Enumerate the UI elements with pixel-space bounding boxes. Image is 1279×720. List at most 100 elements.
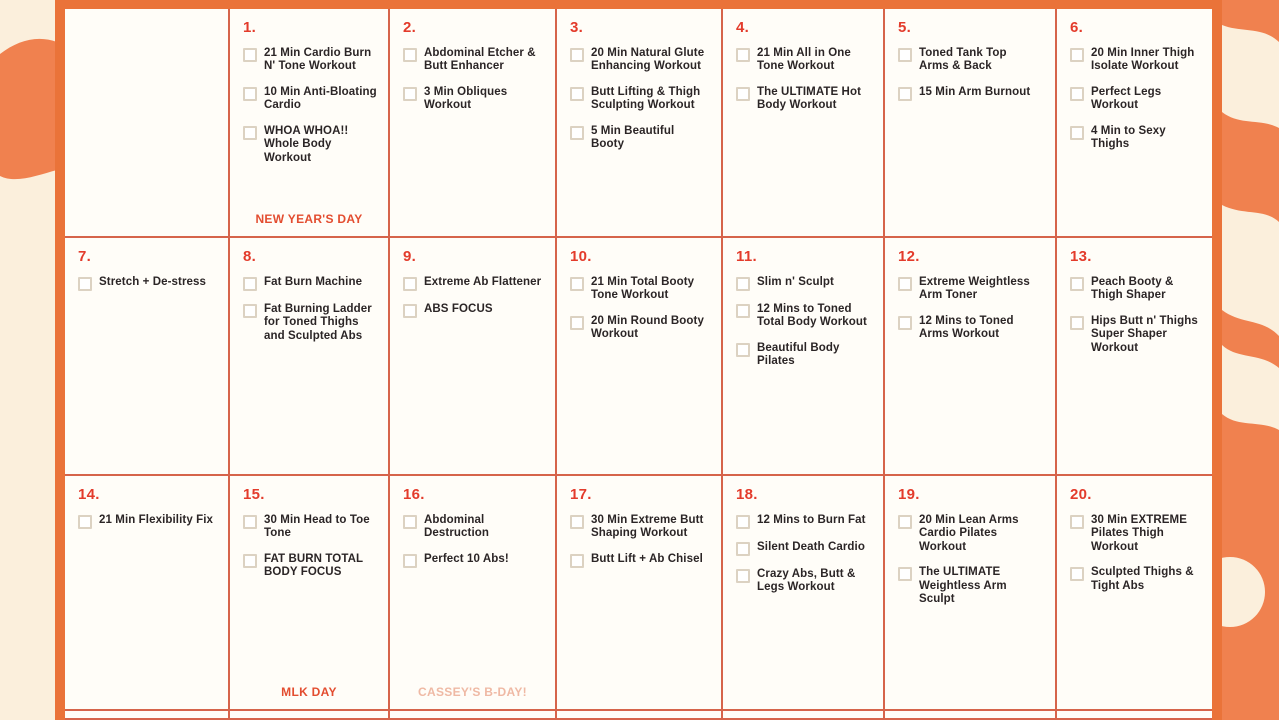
workout-checkbox-icon[interactable] (898, 277, 912, 291)
workout-checkbox-icon[interactable] (1070, 567, 1084, 582)
checklist-item: The ULTIMATE Hot Body Workout (736, 86, 875, 113)
workout-checkbox-icon[interactable] (898, 315, 912, 330)
workout-checkbox-icon[interactable] (736, 515, 750, 529)
workout-checkbox-icon[interactable] (243, 86, 257, 101)
workout-checkbox-icon[interactable] (1070, 315, 1084, 330)
workout-checkbox-icon[interactable] (403, 48, 417, 62)
checklist-item: WHOA WHOA!! Whole Body Workout (243, 125, 380, 165)
workout-checkbox-icon[interactable] (243, 125, 257, 140)
workout-checkbox-icon[interactable] (243, 48, 257, 62)
workout-checkbox-icon[interactable] (898, 567, 912, 582)
checklist-item: 20 Min Inner Thigh Isolate Workout (1070, 47, 1204, 74)
workout-checkbox-icon[interactable] (403, 304, 417, 318)
workout-checkbox-icon[interactable] (403, 515, 417, 529)
day-number: 7. (78, 248, 92, 265)
day-cell-10: 10. 21 Min Total Booty Tone Workout 20 Min… (557, 238, 723, 476)
workout-checkbox-icon[interactable] (570, 315, 584, 330)
workout-checkbox-icon[interactable] (736, 86, 750, 101)
workout-checkbox-icon[interactable] (570, 48, 584, 62)
workout-checkbox-icon[interactable] (736, 48, 750, 62)
workout-checkbox-icon[interactable] (570, 125, 584, 140)
day-cell-9: 9. Extreme Ab Flattener ABS FOCUS (390, 238, 557, 476)
checklist-item: 5 Min Beautiful Booty (570, 125, 713, 152)
workout-label: FAT BURN TOTAL BODY FOCUS (264, 552, 363, 579)
day-cell-2: 2. Abdominal Etcher & Butt Enhancer 3 Min … (390, 9, 557, 238)
workout-label: Abdominal Destruction (424, 514, 489, 540)
workout-checkbox-icon[interactable] (1070, 48, 1084, 62)
workout-checkbox-icon[interactable] (570, 86, 584, 101)
workout-label: WHOA WHOA!! Whole Body Workout (264, 124, 349, 164)
day-number: 19. (898, 486, 920, 503)
workout-checkbox-icon[interactable] (898, 86, 912, 101)
workout-checkbox-icon[interactable] (736, 277, 750, 291)
day-number: 11. (736, 248, 757, 265)
workout-checkbox-icon[interactable] (243, 553, 257, 568)
workout-checkbox-icon[interactable] (1070, 86, 1084, 101)
workout-label: 30 Min Head to Toe Tone (264, 514, 370, 540)
checklist-item: Peach Booty & Thigh Shaper (1070, 276, 1204, 303)
workout-checkbox-icon[interactable] (898, 48, 912, 62)
day-cell-19: 19. 20 Min Lean Arms Cardio Pilates Worko… (885, 476, 1057, 711)
checklist-item: 21 Min Total Booty Tone Workout (570, 276, 713, 303)
day-cell-8: 8. Fat Burn Machine Fat Burning Ladder for… (230, 238, 390, 476)
day-number: 4. (736, 19, 750, 36)
workout-label: 20 Min Round Booty Workout (591, 314, 704, 341)
workout-label: The ULTIMATE Hot Body Workout (757, 85, 862, 112)
workout-label: 12 Mins to Toned Arms Workout (919, 314, 1014, 341)
empty-cell (65, 711, 230, 720)
day-number: 10. (570, 248, 592, 265)
checklist-item: 30 Min EXTREME Pilates Thigh Workout (1070, 514, 1204, 554)
day-number: 14. (78, 486, 100, 503)
checklist-item: Crazy Abs, Butt & Legs Workout (736, 568, 875, 595)
workout-checkbox-icon[interactable] (243, 515, 257, 529)
checklist-item: 3 Min Obliques Workout (403, 86, 547, 113)
day-number: 15. (243, 486, 265, 503)
checklist-item: The ULTIMATE Weightless Arm Sculpt (898, 566, 1047, 606)
workout-label: 21 Min Cardio Burn N' Tone Workout (264, 47, 372, 73)
workout-label: 30 Min EXTREME Pilates Thigh Workout (1091, 514, 1187, 553)
workout-checkbox-icon[interactable] (570, 515, 584, 529)
empty-cell (230, 711, 390, 720)
workout-checkbox-icon[interactable] (736, 542, 750, 556)
workout-checkbox-icon[interactable] (736, 569, 750, 583)
checklist-item: Abdominal Etcher & Butt Enhancer (403, 47, 547, 74)
workout-checkbox-icon[interactable] (736, 304, 750, 318)
checklist-item: 20 Min Lean Arms Cardio Pilates Workout (898, 514, 1047, 554)
day-number: 17. (570, 486, 592, 503)
workout-label: Fat Burn Machine (264, 276, 363, 288)
checklist-item: Extreme Ab Flattener (403, 276, 547, 291)
workout-checkbox-icon[interactable] (243, 277, 257, 291)
checklist-item: Fat Burn Machine (243, 276, 380, 291)
workout-checkbox-icon[interactable] (243, 304, 257, 318)
workout-label: Butt Lifting & Thigh Sculpting Workout (591, 85, 701, 112)
workout-checkbox-icon[interactable] (570, 277, 584, 291)
checklist-item: FAT BURN TOTAL BODY FOCUS (243, 553, 380, 580)
workout-checkbox-icon[interactable] (1070, 277, 1084, 291)
empty-cell (390, 711, 557, 720)
empty-cell (65, 9, 230, 238)
workout-checkbox-icon[interactable] (570, 553, 584, 568)
workout-label: Abdominal Etcher & Butt Enhancer (424, 47, 536, 73)
workout-checkbox-icon[interactable] (403, 86, 417, 101)
workout-checkbox-icon[interactable] (1070, 125, 1084, 140)
workout-label: Extreme Ab Flattener (424, 276, 542, 288)
workout-checkbox-icon[interactable] (78, 515, 92, 529)
checklist-item: Stretch + De-stress (78, 276, 220, 291)
workout-label: 20 Min Inner Thigh Isolate Workout (1091, 47, 1195, 73)
day-number: 2. (403, 19, 417, 36)
day-cell-17: 17. 30 Min Extreme Butt Shaping Workout Bu… (557, 476, 723, 711)
workout-checkbox-icon[interactable] (898, 515, 912, 529)
checklist-item: 12 Mins to Toned Arms Workout (898, 315, 1047, 342)
day-cell-1: 1. 21 Min Cardio Burn N' Tone Workout 10 M… (230, 9, 390, 238)
workout-label: 30 Min Extreme Butt Shaping Workout (591, 514, 704, 540)
workout-checkbox-icon[interactable] (78, 277, 92, 291)
workout-checkbox-icon[interactable] (403, 553, 417, 568)
workout-checkbox-icon[interactable] (1070, 515, 1084, 529)
workout-label: Silent Death Cardio (757, 541, 865, 553)
checklist-item: 10 Min Anti-Bloating Cardio (243, 86, 380, 113)
day-cell-14: 14. 21 Min Flexibility Fix (65, 476, 230, 711)
workout-checkbox-icon[interactable] (736, 342, 750, 357)
workout-checkbox-icon[interactable] (403, 277, 417, 291)
checklist-item: Butt Lifting & Thigh Sculpting Workout (570, 86, 713, 113)
day-number: 8. (243, 248, 257, 265)
